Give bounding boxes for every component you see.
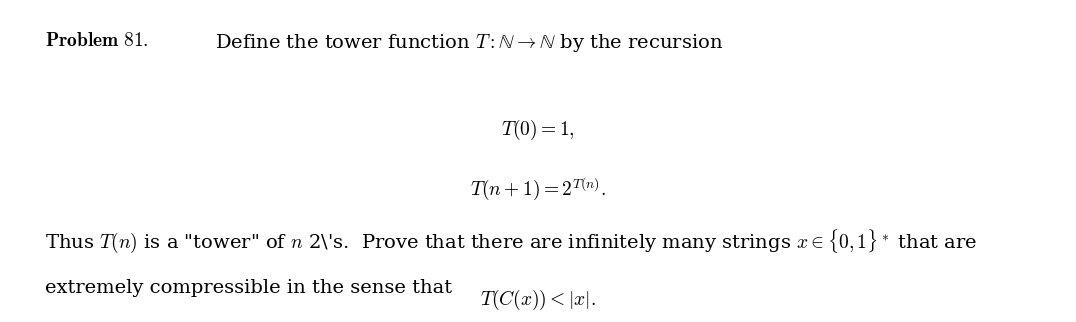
Text: Thus $T(n)$ is a "tower" of $n$ 2\'s.  Prove that there are infinitely many stri: Thus $T(n)$ is a "tower" of $n$ 2\'s. Pr…: [45, 227, 978, 255]
Text: extremely compressible in the sense that: extremely compressible in the sense that: [45, 279, 452, 297]
Text: $T(n+1) = 2^{T(n)}.$: $T(n+1) = 2^{T(n)}.$: [470, 175, 606, 202]
Text: $T(C(x)) < |x|.$: $T(C(x)) < |x|.$: [480, 288, 596, 312]
Text: $T(0) = 1,$: $T(0) = 1,$: [501, 118, 575, 142]
Text: Define the tower function $T : \mathbb{N} \rightarrow \mathbb{N}$ by the recursi: Define the tower function $T : \mathbb{N…: [215, 32, 723, 54]
Text: $\bf{Problem\ 81.}$: $\bf{Problem\ 81.}$: [45, 32, 148, 50]
